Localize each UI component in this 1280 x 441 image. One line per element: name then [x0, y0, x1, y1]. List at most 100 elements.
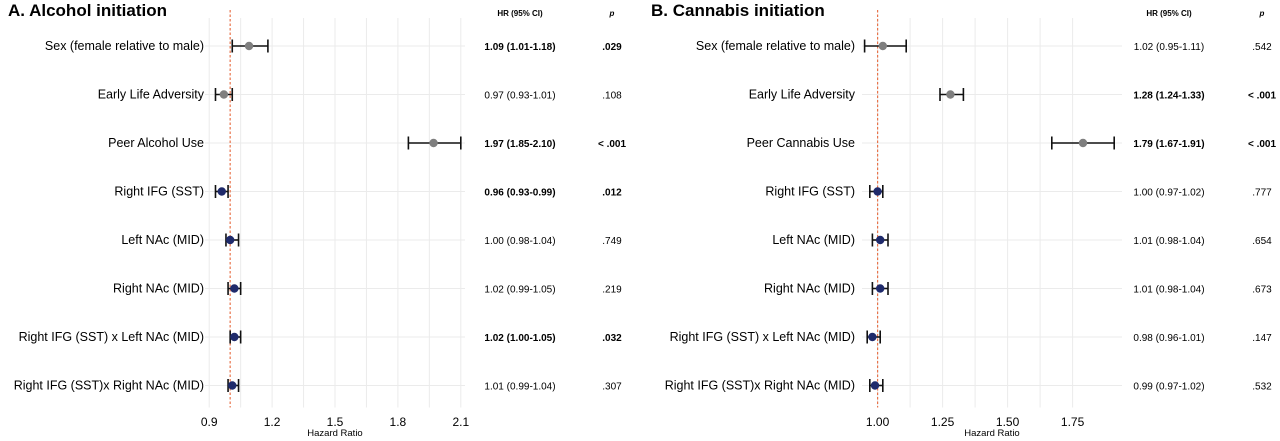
- x-tick-label: 1.75: [1061, 415, 1085, 429]
- hr-point: [946, 90, 955, 99]
- forest-row: Sex (female relative to male) 1.09 (1.01-…: [45, 39, 622, 53]
- forest-row: Right NAc (MID) 1.02 (0.99-1.05) .219: [113, 282, 622, 296]
- hr-point: [876, 284, 885, 293]
- forest-row: Right IFG (SST)x Right NAc (MID) 0.99 (0.…: [665, 379, 1272, 393]
- p-value: .108: [602, 91, 622, 102]
- forest-row: Left NAc (MID) 1.00 (0.98-1.04) .749: [121, 233, 622, 247]
- x-tick-label: 1.50: [996, 415, 1020, 429]
- row-label: Right IFG (SST) x Left NAc (MID): [19, 330, 204, 344]
- forest-row: Right IFG (SST)x Right NAc (MID) 1.01 (0.…: [14, 379, 622, 393]
- hr-ci-value: 1.02 (0.99-1.05): [484, 285, 555, 296]
- row-label: Right NAc (MID): [764, 282, 855, 296]
- x-tick-label: 1.00: [866, 415, 890, 429]
- x-axis-title: Hazard Ratio: [964, 428, 1019, 439]
- hr-point: [429, 138, 438, 148]
- hr-ci-value: 1.00 (0.98-1.04): [484, 236, 555, 247]
- hr-ci-value: 0.98 (0.96-1.01): [1133, 333, 1204, 344]
- hr-ci-value: 1.28 (1.24-1.33): [1133, 91, 1204, 102]
- panel-title: B. Cannabis initiation: [651, 1, 825, 20]
- row-label: Right NAc (MID): [113, 282, 204, 296]
- hr-point: [230, 284, 239, 293]
- hr-column-header: HR (95% CI): [497, 9, 543, 18]
- row-label: Peer Cannabis Use: [747, 136, 855, 150]
- hr-column-header: HR (95% CI): [1146, 9, 1192, 18]
- forest-row: Right IFG (SST) x Left NAc (MID) 0.98 (0.…: [670, 330, 1273, 344]
- forest-row: Peer Alcohol Use 1.97 (1.85-2.10) < .001: [108, 136, 626, 150]
- hr-point: [244, 41, 254, 51]
- p-column-header: p: [609, 9, 615, 18]
- hr-point: [873, 187, 882, 196]
- p-value: .012: [602, 188, 622, 199]
- p-value: .542: [1252, 42, 1272, 53]
- hr-point: [225, 235, 235, 245]
- hr-point: [868, 332, 877, 342]
- hr-point: [876, 235, 885, 245]
- p-value: .307: [602, 382, 622, 393]
- hr-ci-value: 1.01 (0.99-1.04): [484, 382, 555, 393]
- forest-row: Right IFG (SST) x Left NAc (MID) 1.02 (1.…: [19, 330, 623, 344]
- p-column-header: p: [1259, 9, 1265, 18]
- hr-ci-value: 1.01 (0.98-1.04): [1133, 236, 1204, 247]
- row-label: Left NAc (MID): [772, 233, 855, 247]
- x-tick-label: 1.8: [390, 415, 407, 429]
- x-tick-label: 1.2: [264, 415, 281, 429]
- forest-row: Left NAc (MID) 1.01 (0.98-1.04) .654: [772, 233, 1272, 247]
- row-label: Sex (female relative to male): [45, 39, 204, 53]
- p-value: .749: [602, 236, 622, 247]
- p-value: .032: [602, 333, 622, 344]
- panel-cannabis: B. Cannabis initiation HR (95% CI) p Sex (f…: [651, 1, 1276, 439]
- x-tick-label: 1.5: [327, 415, 344, 429]
- hr-ci-value: 1.09 (1.01-1.18): [484, 42, 555, 53]
- forest-row: Early Life Adversity 1.28 (1.24-1.33) < .0…: [749, 88, 1277, 102]
- p-value: .673: [1252, 285, 1272, 296]
- hr-point: [1078, 138, 1088, 148]
- p-value: .654: [1252, 236, 1272, 247]
- p-value: .219: [602, 285, 622, 296]
- forest-row: Right IFG (SST) 0.96 (0.93-0.99) .012: [114, 185, 622, 199]
- panel-alcohol: A. Alcohol initiation HR (95% CI) p Sex (fe…: [8, 1, 626, 439]
- hr-ci-value: 1.00 (0.97-1.02): [1133, 188, 1204, 199]
- hr-ci-value: 1.02 (0.95-1.11): [1134, 42, 1204, 53]
- p-value: < .001: [598, 139, 627, 150]
- row-label: Right IFG (SST)x Right NAc (MID): [665, 379, 855, 393]
- hr-point: [219, 90, 229, 99]
- forest-row: Early Life Adversity 0.97 (0.93-1.01) .108: [98, 88, 622, 102]
- hr-ci-value: 1.97 (1.85-2.10): [484, 139, 555, 150]
- row-label: Right IFG (SST)x Right NAc (MID): [14, 379, 204, 393]
- row-label: Right IFG (SST): [114, 185, 204, 199]
- hr-point: [228, 381, 237, 390]
- row-label: Sex (female relative to male): [696, 39, 855, 53]
- p-value: < .001: [1248, 139, 1277, 150]
- x-tick-label: 0.9: [201, 415, 218, 429]
- row-label: Peer Alcohol Use: [108, 136, 204, 150]
- hr-ci-value: 0.96 (0.93-0.99): [484, 188, 555, 199]
- panel-title: A. Alcohol initiation: [8, 1, 167, 20]
- forest-row: Right IFG (SST) 1.00 (0.97-1.02) .777: [765, 185, 1272, 199]
- forest-row: Right NAc (MID) 1.01 (0.98-1.04) .673: [764, 282, 1272, 296]
- hr-point: [878, 41, 887, 51]
- hr-point: [230, 332, 239, 342]
- row-label: Early Life Adversity: [749, 88, 856, 102]
- hr-ci-value: 0.97 (0.93-1.01): [484, 91, 555, 102]
- hr-ci-value: 1.01 (0.98-1.04): [1133, 285, 1204, 296]
- row-label: Early Life Adversity: [98, 88, 205, 102]
- p-value: .029: [602, 42, 622, 53]
- hr-ci-value: 0.99 (0.97-1.02): [1133, 382, 1204, 393]
- hr-point: [870, 381, 880, 390]
- forest-row: Sex (female relative to male) 1.02 (0.95-…: [696, 39, 1272, 53]
- row-label: Left NAc (MID): [121, 233, 204, 247]
- p-value: .147: [1252, 333, 1272, 344]
- row-label: Right IFG (SST) x Left NAc (MID): [670, 330, 855, 344]
- hr-ci-value: 1.79 (1.67-1.91): [1133, 139, 1204, 150]
- p-value: .532: [1252, 382, 1272, 393]
- hr-point: [217, 187, 226, 196]
- hr-ci-value: 1.02 (1.00-1.05): [484, 333, 555, 344]
- x-axis-title: Hazard Ratio: [307, 428, 362, 439]
- p-value: < .001: [1248, 91, 1277, 102]
- x-tick-label: 1.25: [931, 415, 955, 429]
- forest-row: Peer Cannabis Use 1.79 (1.67-1.91) < .001: [747, 136, 1277, 150]
- p-value: .777: [1252, 188, 1272, 199]
- row-label: Right IFG (SST): [765, 185, 855, 199]
- x-tick-label: 2.1: [452, 415, 469, 429]
